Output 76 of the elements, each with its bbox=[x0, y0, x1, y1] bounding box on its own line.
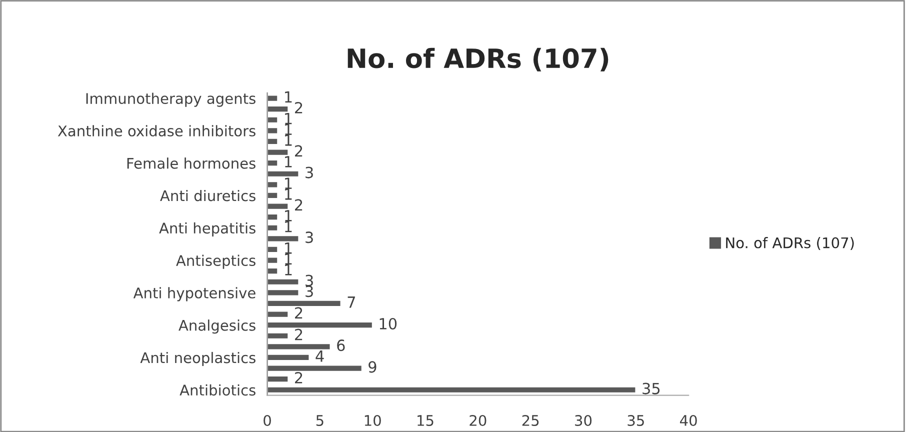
bar bbox=[267, 386, 637, 394]
data-label: 2 bbox=[295, 372, 302, 384]
y-tick-label: Anti hepatitis bbox=[159, 222, 256, 236]
y-tick-label: Immunotherapy agents bbox=[86, 92, 256, 107]
bar bbox=[267, 213, 278, 222]
bar bbox=[267, 234, 300, 243]
y-tick-label: Anti diuretics bbox=[160, 190, 256, 202]
bar bbox=[267, 105, 290, 114]
bar bbox=[267, 364, 363, 372]
data-label: 3 bbox=[306, 232, 313, 244]
bar bbox=[267, 116, 278, 124]
data-label: 2 bbox=[295, 199, 302, 210]
data-label: 1 bbox=[285, 188, 292, 200]
data-label: 1 bbox=[285, 112, 292, 124]
data-label: 1 bbox=[285, 242, 292, 254]
data-label: 2 bbox=[295, 102, 302, 114]
x-tick-label: 35 bbox=[628, 414, 644, 426]
x-tick-label: 10 bbox=[364, 414, 381, 426]
data-label: 6 bbox=[337, 340, 345, 352]
bar bbox=[267, 170, 300, 178]
bar bbox=[267, 288, 300, 297]
bar bbox=[267, 267, 278, 276]
data-label: 1 bbox=[285, 210, 292, 222]
bar bbox=[267, 202, 290, 210]
y-tick-label: Antiseptics bbox=[176, 254, 256, 269]
data-label: 35 bbox=[642, 382, 660, 394]
x-tick-label: 20 bbox=[470, 414, 486, 426]
data-label: 10 bbox=[380, 318, 397, 330]
bar bbox=[267, 94, 278, 102]
y-tick-label: Antibiotics bbox=[180, 384, 256, 396]
x-tick-label: 15 bbox=[418, 415, 434, 426]
data-label: 3 bbox=[306, 274, 313, 286]
bar bbox=[267, 321, 374, 330]
bar bbox=[267, 342, 332, 351]
x-tick-label: 25 bbox=[522, 414, 539, 426]
y-tick-label: Analgesics bbox=[178, 320, 256, 334]
bar bbox=[267, 375, 290, 384]
bar bbox=[267, 148, 290, 156]
data-label: 2 bbox=[295, 328, 302, 340]
data-label: 1 bbox=[285, 124, 292, 135]
bar bbox=[267, 332, 290, 340]
y-tick-label: Xanthine oxidase inhibitors bbox=[58, 125, 256, 136]
data-label: 9 bbox=[368, 361, 376, 373]
x-tick-label: 30 bbox=[575, 414, 592, 426]
data-label: 4 bbox=[316, 350, 324, 362]
bar bbox=[267, 192, 278, 200]
bar bbox=[267, 224, 278, 232]
data-label: 1 bbox=[285, 264, 292, 276]
data-label: 2 bbox=[295, 145, 302, 156]
y-tick-label: Female hormones bbox=[127, 158, 256, 169]
legend-label: No. of ADRs (107) bbox=[726, 237, 854, 250]
x-tick-label: 40 bbox=[680, 414, 697, 426]
bar bbox=[267, 354, 310, 362]
bar bbox=[267, 256, 278, 264]
data-label: 3 bbox=[306, 166, 313, 178]
bar bbox=[267, 278, 300, 286]
bar bbox=[267, 138, 278, 146]
data-label: 1 bbox=[285, 178, 292, 189]
data-label: 2 bbox=[295, 307, 302, 318]
data-label: 1 bbox=[285, 91, 292, 102]
data-label: 1 bbox=[285, 134, 292, 146]
data-label: 1 bbox=[285, 253, 292, 264]
bar bbox=[267, 310, 290, 318]
bar bbox=[267, 159, 278, 168]
bar bbox=[267, 246, 278, 254]
chart-title: No. of ADRs (107) bbox=[348, 48, 608, 72]
bar bbox=[267, 126, 278, 135]
data-label: 7 bbox=[348, 296, 355, 308]
x-tick-label: 5 bbox=[316, 415, 324, 426]
x-tick-label: 0 bbox=[264, 414, 271, 426]
data-label: 1 bbox=[285, 220, 292, 232]
bar bbox=[267, 300, 342, 308]
y-tick-label: Anti neoplastics bbox=[140, 352, 256, 366]
bar bbox=[267, 180, 278, 189]
data-label: 1 bbox=[285, 156, 292, 168]
y-tick-label: Anti hypotensive bbox=[133, 287, 256, 302]
